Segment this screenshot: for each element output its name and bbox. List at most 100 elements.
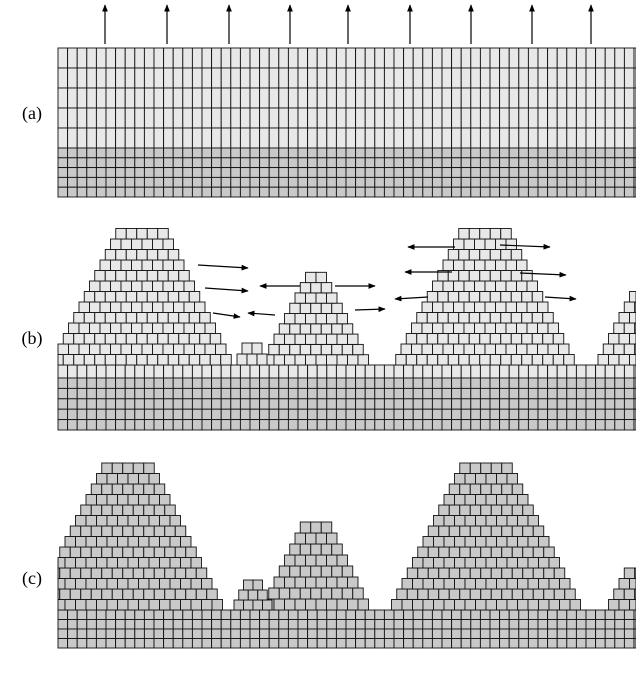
cell [447,312,460,324]
cell [230,638,241,649]
cell [474,280,486,292]
cell [172,167,184,178]
cell [136,354,148,366]
cell [442,259,454,271]
cell [518,377,529,389]
cell [374,107,385,129]
cell [374,157,385,169]
cell [335,628,347,639]
cell [521,354,533,366]
cell [474,322,486,334]
cell [614,387,625,400]
cell [173,280,185,292]
cell [403,87,414,109]
cell [516,322,528,334]
cell [141,322,153,334]
cell [479,408,491,421]
cell [393,398,405,410]
cell [326,619,337,630]
cell [124,186,136,198]
cell [451,419,462,431]
cell [499,419,510,431]
cell [220,619,232,630]
cell [441,157,453,169]
cell [305,532,317,545]
cell [480,504,492,516]
cell [559,578,571,590]
cell [143,87,155,109]
cell [431,127,443,149]
cell [516,259,528,271]
cell [211,638,222,649]
cell [316,408,328,421]
cell [412,176,424,188]
cell [57,377,69,389]
cell [134,107,145,129]
cell [527,67,539,89]
cell [403,628,414,639]
cell [499,186,510,198]
cell [120,238,132,250]
cell [188,291,201,303]
cell [383,398,395,410]
cell [141,259,153,271]
cell [470,377,481,389]
cell [623,127,635,149]
cell [64,599,76,611]
cell [310,521,322,534]
cell [105,408,117,421]
cell [547,398,558,410]
cell [355,157,366,169]
cell [566,127,577,149]
cell [453,301,465,313]
cell [566,419,577,431]
cell [480,462,492,474]
cell [268,343,280,356]
cell [153,387,165,400]
cell [443,515,455,527]
cell [124,157,136,169]
cell [451,157,462,169]
cell [120,301,132,313]
cell [159,599,171,611]
cell [115,107,126,129]
cell [364,419,376,431]
cell [86,419,97,431]
cell [104,312,117,324]
cell [623,157,635,169]
cell [201,599,213,611]
cell [230,619,241,630]
cell [597,354,609,366]
cell [163,619,174,630]
cell [355,377,366,389]
cell [294,598,306,611]
arrow [544,295,577,302]
cell [412,87,424,109]
cell [122,462,134,474]
cell [143,387,155,400]
cell [458,228,470,240]
cell [86,387,97,400]
cell [623,343,636,355]
cell [320,543,333,556]
cell [383,157,395,169]
cell [479,419,491,431]
cell [495,301,507,313]
cell [278,619,289,630]
cell [518,609,529,620]
cell [326,47,337,69]
cell [441,377,453,389]
cell [320,565,333,578]
cell [287,167,299,178]
cell [131,259,143,271]
cell [220,628,232,639]
cell [111,483,124,495]
cell [153,588,166,600]
cell [527,377,539,389]
cell [522,525,534,537]
cell [127,557,139,569]
cell [287,408,299,421]
cell [239,167,251,178]
cell [489,291,502,303]
cell [595,87,606,109]
